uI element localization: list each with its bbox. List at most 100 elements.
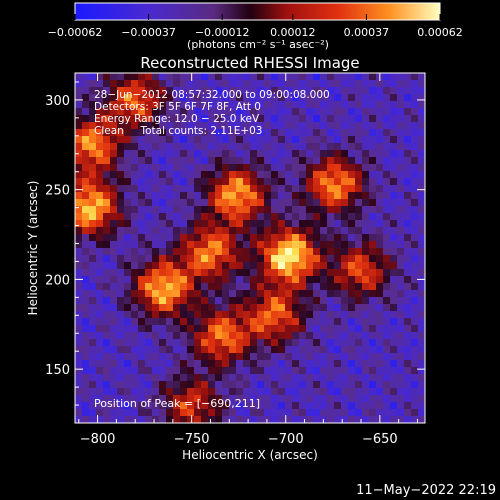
heatmap-cell: [103, 332, 111, 340]
heatmap-cell: [250, 199, 258, 207]
heatmap-cell: [75, 367, 83, 375]
heatmap-cell: [278, 325, 286, 333]
heatmap-cell: [229, 374, 237, 382]
heatmap-cell: [411, 395, 419, 403]
heatmap-cell: [124, 122, 132, 130]
y-tick-label: 200: [45, 273, 70, 288]
heatmap-cell: [404, 199, 412, 207]
heatmap-cell: [103, 171, 111, 179]
heatmap-cell: [369, 269, 377, 277]
heatmap-cell: [152, 101, 160, 109]
heatmap-cell: [299, 367, 307, 375]
heatmap-cell: [236, 80, 244, 88]
heatmap-cell: [187, 136, 195, 144]
heatmap-cell: [159, 178, 167, 186]
heatmap-cell: [103, 276, 111, 284]
heatmap-cell: [264, 332, 272, 340]
colorbar-units: (photons cm⁻² s⁻¹ asec⁻²): [187, 38, 329, 51]
heatmap-cell: [96, 87, 104, 95]
heatmap-cell: [96, 192, 104, 200]
heatmap-cell: [138, 304, 146, 312]
heatmap-cell: [173, 353, 181, 361]
heatmap-cell: [124, 346, 132, 354]
heatmap-cell: [124, 388, 132, 396]
heatmap-cell: [362, 115, 370, 123]
heatmap-cell: [383, 157, 391, 165]
heatmap-cell: [180, 192, 188, 200]
heatmap-cell: [418, 255, 425, 263]
heatmap-cell: [306, 241, 314, 249]
heatmap-cell: [124, 94, 132, 102]
heatmap-cell: [411, 220, 419, 228]
heatmap-cell: [264, 108, 272, 116]
heatmap-cell: [264, 353, 272, 361]
heatmap-cell: [369, 262, 377, 270]
heatmap-cell: [187, 311, 195, 319]
heatmap-cell: [383, 87, 391, 95]
heatmap-cell: [96, 318, 104, 326]
heatmap-cell: [201, 185, 209, 193]
heatmap-cell: [82, 416, 90, 423]
heatmap-cell: [82, 206, 90, 214]
heatmap-cell: [320, 381, 328, 389]
heatmap-cell: [383, 185, 391, 193]
heatmap-cell: [159, 360, 167, 368]
heatmap-cell: [376, 276, 384, 284]
heatmap-cell: [166, 101, 174, 109]
heatmap-cell: [243, 192, 251, 200]
heatmap-cell: [334, 87, 342, 95]
heatmap-cell: [208, 185, 216, 193]
heatmap-cell: [82, 80, 90, 88]
heatmap-cell: [264, 227, 272, 235]
heatmap-cell: [138, 206, 146, 214]
heatmap-cell: [89, 143, 97, 151]
heatmap-cell: [215, 332, 223, 340]
heatmap-cell: [222, 409, 230, 417]
heatmap-cell: [152, 416, 160, 423]
heatmap-cell: [271, 220, 279, 228]
heatmap-cell: [411, 143, 419, 151]
heatmap-cell: [257, 220, 265, 228]
heatmap-cell: [369, 402, 377, 410]
heatmap-cell: [152, 213, 160, 221]
heatmap-cell: [131, 150, 139, 158]
heatmap-cell: [299, 206, 307, 214]
heatmap-cell: [159, 157, 167, 165]
heatmap-cell: [355, 416, 363, 423]
heatmap-cell: [236, 269, 244, 277]
heatmap-cell: [250, 311, 258, 319]
heatmap-cell: [383, 269, 391, 277]
heatmap-cell: [124, 157, 132, 165]
heatmap-cell: [257, 185, 265, 193]
heatmap-cell: [145, 234, 153, 242]
heatmap-cell: [250, 346, 258, 354]
heatmap-cell: [264, 304, 272, 312]
heatmap-cell: [145, 311, 153, 319]
heatmap-cell: [341, 248, 349, 256]
heatmap-cell: [222, 311, 230, 319]
heatmap-cell: [362, 332, 370, 340]
heatmap-cell: [194, 318, 202, 326]
colorbar-tick-label: 0.00037: [344, 26, 390, 39]
heatmap-cell: [411, 234, 419, 242]
heatmap-cell: [152, 94, 160, 102]
heatmap-cell: [145, 388, 153, 396]
heatmap-cell: [124, 213, 132, 221]
heatmap-cell: [236, 136, 244, 144]
heatmap-cell: [313, 325, 321, 333]
heatmap-cell: [320, 353, 328, 361]
heatmap-cell: [75, 157, 83, 165]
heatmap-image: [75, 73, 425, 423]
heatmap-cell: [334, 276, 342, 284]
heatmap-cell: [383, 248, 391, 256]
heatmap-cell: [362, 311, 370, 319]
heatmap-cell: [236, 339, 244, 347]
heatmap-cell: [362, 416, 370, 423]
heatmap-cell: [257, 150, 265, 158]
heatmap-cell: [138, 402, 146, 410]
heatmap-cell: [327, 360, 335, 368]
heatmap-cell: [250, 115, 258, 123]
heatmap-cell: [117, 150, 125, 158]
heatmap-cell: [397, 283, 405, 291]
heatmap-cell: [313, 367, 321, 375]
